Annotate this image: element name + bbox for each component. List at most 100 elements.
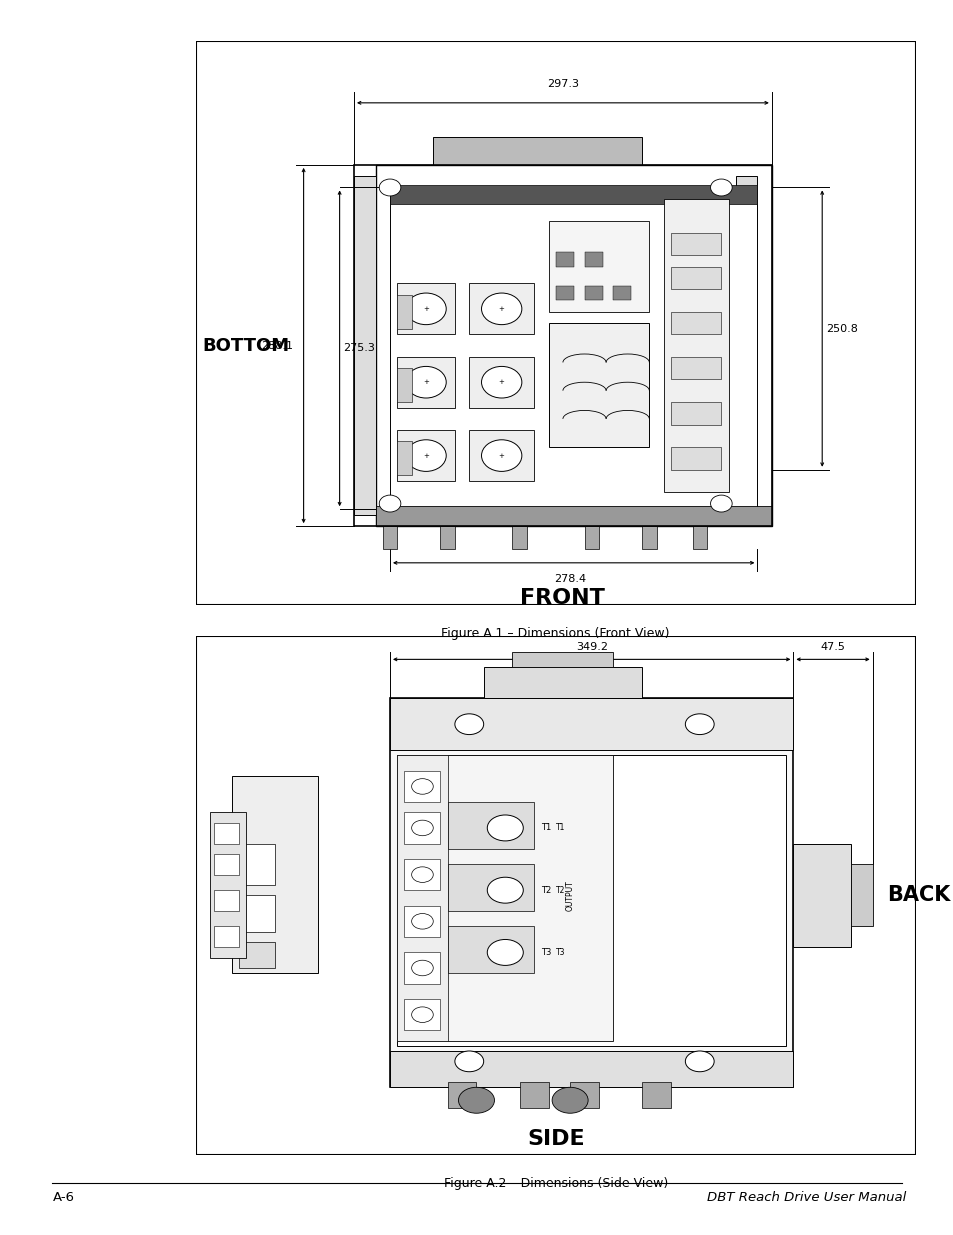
- Bar: [512, 526, 526, 548]
- Bar: [232, 776, 317, 973]
- Text: +: +: [498, 306, 504, 312]
- Bar: [548, 322, 649, 447]
- Text: +: +: [423, 306, 429, 312]
- Bar: [396, 295, 412, 329]
- Text: 47.5: 47.5: [820, 642, 844, 652]
- Bar: [641, 1082, 670, 1108]
- Text: +: +: [423, 379, 429, 385]
- Text: 349.2: 349.2: [575, 642, 607, 652]
- Circle shape: [405, 293, 446, 325]
- Text: T2: T2: [555, 885, 564, 894]
- Bar: [404, 771, 440, 802]
- Bar: [584, 526, 598, 548]
- Circle shape: [411, 820, 433, 836]
- Bar: [375, 506, 771, 526]
- Text: BACK: BACK: [886, 885, 949, 905]
- Circle shape: [405, 367, 446, 398]
- Circle shape: [552, 1087, 587, 1113]
- Text: T3: T3: [540, 948, 551, 957]
- Bar: [469, 430, 534, 480]
- Bar: [447, 864, 534, 911]
- Bar: [390, 185, 757, 205]
- Bar: [735, 177, 757, 515]
- Text: T1: T1: [540, 824, 551, 832]
- Text: T3: T3: [555, 948, 564, 957]
- Bar: [670, 232, 720, 256]
- Bar: [213, 890, 238, 911]
- Bar: [354, 165, 771, 526]
- Circle shape: [481, 440, 521, 472]
- Bar: [670, 401, 720, 425]
- Bar: [238, 844, 274, 885]
- Circle shape: [481, 367, 521, 398]
- Bar: [584, 287, 602, 300]
- Text: 275.3: 275.3: [343, 343, 375, 353]
- Circle shape: [458, 1087, 494, 1113]
- Bar: [404, 813, 440, 844]
- Bar: [396, 430, 455, 480]
- Circle shape: [411, 779, 433, 794]
- Circle shape: [487, 940, 523, 966]
- Bar: [469, 357, 534, 408]
- Bar: [555, 252, 573, 267]
- Circle shape: [487, 815, 523, 841]
- Bar: [213, 926, 238, 947]
- Bar: [390, 698, 793, 1087]
- Circle shape: [379, 179, 400, 196]
- Circle shape: [411, 914, 433, 929]
- Bar: [584, 252, 602, 267]
- Circle shape: [405, 440, 446, 472]
- Circle shape: [487, 877, 523, 903]
- Bar: [404, 952, 440, 983]
- Text: Figure A.1 – Dimensions (Front View): Figure A.1 – Dimensions (Front View): [441, 627, 669, 641]
- Bar: [447, 926, 534, 973]
- Text: +: +: [498, 379, 504, 385]
- Bar: [512, 652, 613, 667]
- Text: T1: T1: [555, 824, 564, 832]
- Bar: [670, 357, 720, 379]
- Text: +: +: [498, 452, 504, 458]
- Circle shape: [481, 293, 521, 325]
- Bar: [440, 526, 455, 548]
- Bar: [433, 137, 641, 165]
- Circle shape: [710, 179, 731, 196]
- Text: SIDE: SIDE: [526, 1129, 584, 1149]
- Bar: [390, 1051, 793, 1087]
- Bar: [404, 860, 440, 890]
- Bar: [238, 895, 274, 931]
- Bar: [613, 287, 631, 300]
- Bar: [396, 756, 785, 1046]
- Bar: [793, 844, 850, 947]
- Text: T2: T2: [540, 885, 551, 894]
- Text: +: +: [423, 452, 429, 458]
- Text: OUTPUT: OUTPUT: [565, 881, 574, 910]
- Text: Figure A.2 – Dimensions (Side View): Figure A.2 – Dimensions (Side View): [443, 1177, 667, 1191]
- Bar: [375, 165, 771, 526]
- Circle shape: [411, 867, 433, 882]
- Bar: [213, 823, 238, 844]
- Bar: [210, 813, 246, 957]
- Bar: [382, 526, 396, 548]
- Bar: [663, 199, 728, 493]
- Bar: [396, 357, 455, 408]
- Text: 288.1: 288.1: [260, 341, 293, 351]
- Circle shape: [684, 714, 714, 735]
- Bar: [404, 905, 440, 937]
- Bar: [447, 1082, 476, 1108]
- Circle shape: [455, 1051, 483, 1072]
- Text: 278.4: 278.4: [554, 574, 585, 584]
- Bar: [548, 221, 649, 311]
- Bar: [555, 287, 573, 300]
- Circle shape: [379, 495, 400, 513]
- Bar: [390, 188, 757, 509]
- Circle shape: [411, 1007, 433, 1023]
- Text: FRONT: FRONT: [520, 588, 605, 608]
- Bar: [213, 853, 238, 874]
- Text: 297.3: 297.3: [546, 79, 578, 89]
- Text: 250.8: 250.8: [825, 324, 857, 333]
- Bar: [692, 526, 706, 548]
- Bar: [469, 284, 534, 335]
- Bar: [404, 999, 440, 1030]
- Bar: [483, 667, 641, 698]
- Circle shape: [411, 961, 433, 976]
